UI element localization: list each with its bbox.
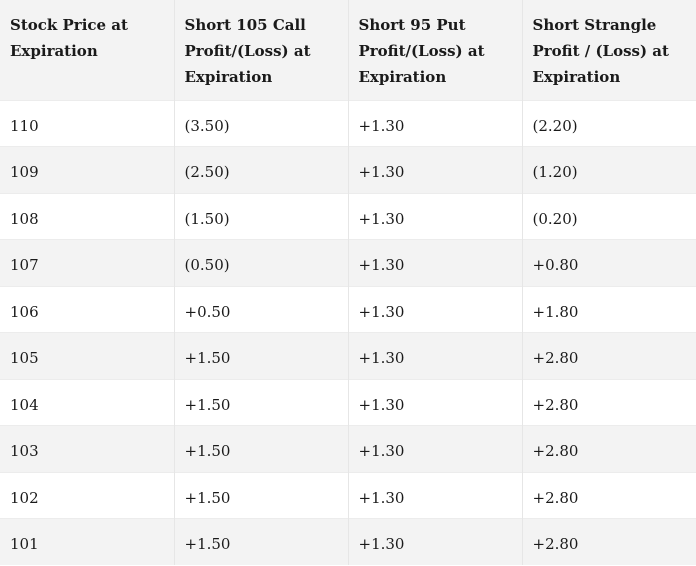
- table-row: 102 +1.50 +1.30 +2.80: [0, 471, 696, 519]
- cell-stock-price: 105: [0, 332, 175, 379]
- cell-put-pl: +1.30: [348, 239, 523, 286]
- table-row: 110 (3.50) +1.30 (2.20): [0, 99, 696, 147]
- table-body: 110 (3.50) +1.30 (2.20) 109 (2.50) +1.30…: [0, 99, 696, 565]
- header-stock-price: Stock Price at Expiration: [0, 0, 175, 100]
- cell-strangle-pl: +1.80: [522, 285, 696, 333]
- cell-stock-price: 106: [0, 285, 175, 333]
- table-row: 105 +1.50 +1.30 +2.80: [0, 332, 696, 379]
- cell-put-pl: +1.30: [348, 99, 523, 147]
- cell-call-pl: (3.50): [174, 99, 349, 147]
- table-row: 108 (1.50) +1.30 (0.20): [0, 192, 696, 240]
- cell-put-pl: +1.30: [348, 425, 523, 472]
- table-row: 104 +1.50 +1.30 +2.80: [0, 378, 696, 426]
- table-row: 109 (2.50) +1.30 (1.20): [0, 146, 696, 193]
- cell-stock-price: 110: [0, 99, 175, 147]
- table-row: 107 (0.50) +1.30 +0.80: [0, 239, 696, 286]
- cell-call-pl: +1.50: [174, 378, 349, 426]
- cell-stock-price: 104: [0, 378, 175, 426]
- header-row: Stock Price at Expiration Short 105 Call…: [0, 0, 696, 100]
- table-row: 106 +0.50 +1.30 +1.80: [0, 285, 696, 333]
- cell-put-pl: +1.30: [348, 192, 523, 240]
- cell-put-pl: +1.30: [348, 332, 523, 379]
- cell-put-pl: +1.30: [348, 285, 523, 333]
- cell-strangle-pl: +2.80: [522, 425, 696, 472]
- cell-put-pl: +1.30: [348, 146, 523, 193]
- cell-call-pl: (1.50): [174, 192, 349, 240]
- cell-stock-price: 103: [0, 425, 175, 472]
- cell-stock-price: 101: [0, 518, 175, 565]
- cell-put-pl: +1.30: [348, 378, 523, 426]
- cell-strangle-pl: +2.80: [522, 332, 696, 379]
- cell-put-pl: +1.30: [348, 518, 523, 565]
- cell-call-pl: (2.50): [174, 146, 349, 193]
- cell-strangle-pl: +2.80: [522, 471, 696, 519]
- cell-stock-price: 108: [0, 192, 175, 240]
- cell-stock-price: 107: [0, 239, 175, 286]
- header-short-strangle: Short Strangle Profit / (Loss) at Expira…: [522, 0, 696, 100]
- cell-stock-price: 109: [0, 146, 175, 193]
- cell-put-pl: +1.30: [348, 471, 523, 519]
- cell-call-pl: +1.50: [174, 471, 349, 519]
- cell-strangle-pl: +2.80: [522, 518, 696, 565]
- cell-call-pl: +1.50: [174, 332, 349, 379]
- table-row: 103 +1.50 +1.30 +2.80: [0, 425, 696, 472]
- cell-strangle-pl: (1.20): [522, 146, 696, 193]
- cell-call-pl: (0.50): [174, 239, 349, 286]
- cell-strangle-pl: +0.80: [522, 239, 696, 286]
- cell-strangle-pl: (2.20): [522, 99, 696, 147]
- cell-call-pl: +0.50: [174, 285, 349, 333]
- cell-call-pl: +1.50: [174, 425, 349, 472]
- header-short-put: Short 95 Put Profit/(Loss) at Expiration: [348, 0, 523, 100]
- table-row: 101 +1.50 +1.30 +2.80: [0, 518, 696, 565]
- cell-call-pl: +1.50: [174, 518, 349, 565]
- header-short-call: Short 105 Call Profit/(Loss) at Expirati…: [174, 0, 349, 100]
- table-header: Stock Price at Expiration Short 105 Call…: [0, 0, 696, 100]
- cell-stock-price: 102: [0, 471, 175, 519]
- cell-strangle-pl: +2.80: [522, 378, 696, 426]
- cell-strangle-pl: (0.20): [522, 192, 696, 240]
